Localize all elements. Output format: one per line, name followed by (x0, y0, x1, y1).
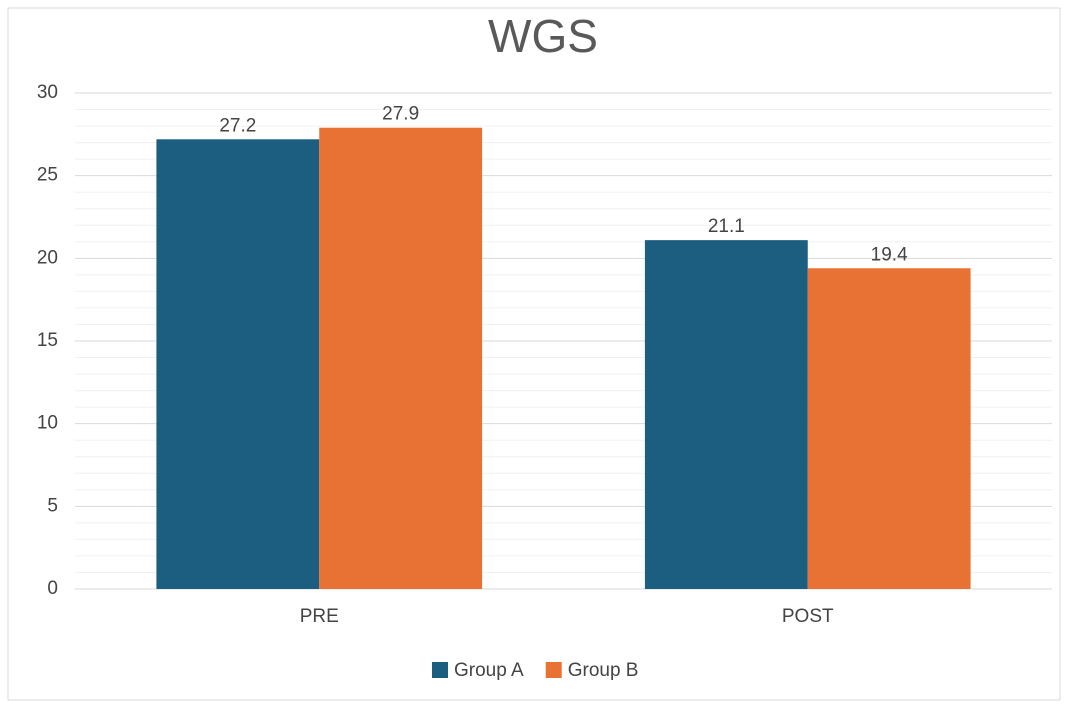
legend-label: Group B (568, 660, 639, 681)
bar (807, 268, 971, 589)
x-tick-label: PRE (300, 606, 339, 627)
value-label: 19.4 (871, 244, 908, 265)
y-tick-label: 25 (37, 165, 58, 186)
value-label: 21.1 (708, 216, 745, 237)
legend-swatch (545, 662, 562, 678)
y-tick-label: 0 (47, 578, 58, 599)
legend-label: Group A (454, 660, 524, 681)
y-tick-label: 30 (37, 82, 58, 103)
value-label: 27.9 (382, 104, 419, 125)
bar (156, 139, 320, 589)
value-label: 27.2 (219, 115, 256, 136)
bar (319, 127, 483, 589)
chart-title: WGS (488, 10, 598, 62)
bar (644, 240, 808, 589)
legend-swatch (432, 662, 448, 678)
y-tick-label: 20 (37, 247, 58, 268)
x-tick-label: POST (782, 606, 834, 627)
y-tick-label: 15 (37, 330, 58, 351)
y-tick-label: 10 (37, 413, 58, 434)
y-tick-label: 5 (47, 495, 58, 516)
